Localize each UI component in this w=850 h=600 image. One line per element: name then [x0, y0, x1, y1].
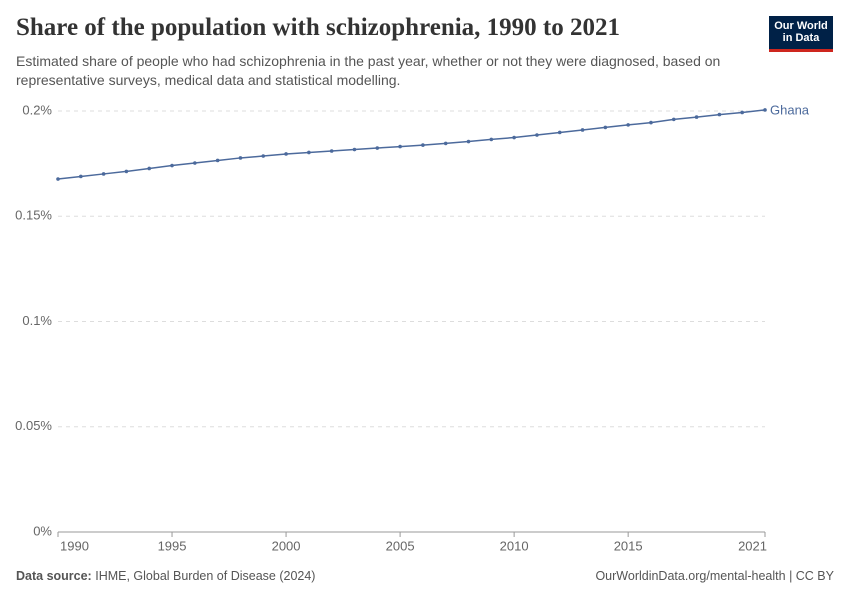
logo-line: Our World [774, 20, 828, 32]
y-tick-label: 0.1% [22, 313, 52, 328]
x-tick-label: 1990 [60, 538, 89, 553]
source-label: Data source: [16, 569, 92, 583]
point [56, 177, 60, 181]
point [352, 147, 357, 152]
point [79, 174, 83, 179]
source: Data source: IHME, Global Burden of Dise… [16, 569, 315, 583]
point [763, 108, 767, 112]
source-text: IHME, Global Burden of Disease (2024) [95, 569, 316, 583]
point [489, 137, 494, 142]
y-tick-label: 0.15% [15, 208, 52, 223]
logo-line: in Data [782, 32, 820, 44]
point [626, 123, 630, 127]
y-tick-label: 0.2% [22, 102, 52, 117]
point [580, 128, 585, 132]
point [512, 135, 516, 140]
point [238, 156, 243, 160]
chart: 0% 0.05% 0.1% 0.15% 0.2% 1990 1995 2000 2005 2010… [15, 102, 810, 553]
point [261, 154, 266, 158]
chart-title: Share of the population with schizophren… [16, 14, 621, 41]
y-tick-label: 0% [33, 523, 52, 538]
point [329, 149, 334, 153]
point [193, 161, 197, 165]
x-tick-label: 2000 [272, 538, 301, 553]
y-tick-label: 0.05% [15, 418, 52, 433]
point [215, 158, 220, 163]
point [671, 117, 676, 122]
logo[interactable]: Our World in Data [769, 16, 833, 52]
point [649, 120, 653, 125]
point [147, 166, 152, 171]
point [535, 133, 539, 137]
point [740, 110, 744, 115]
point [124, 169, 129, 174]
point [466, 139, 471, 144]
x-tick-label: 1995 [158, 538, 187, 553]
point [443, 141, 448, 146]
point [375, 146, 380, 150]
line [57, 109, 766, 180]
x-tick-label: 2005 [386, 538, 415, 553]
footer-link[interactable]: OurWorldinData.org/mental-health | CC BY [595, 569, 834, 583]
point [717, 112, 722, 117]
x-tick-label: 2010 [500, 538, 529, 553]
x-tick-label: 2015 [614, 538, 643, 553]
point [421, 143, 425, 147]
point [694, 115, 699, 119]
x-tick-label: 2021 [738, 538, 767, 553]
chart-subtitle: Estimated share of people who had schizo… [16, 53, 721, 88]
point [603, 125, 608, 130]
series-label: Ghana [770, 102, 810, 117]
point [284, 152, 288, 156]
point [398, 144, 402, 149]
point [307, 150, 311, 155]
point [557, 130, 562, 135]
point [170, 163, 174, 168]
point [101, 172, 106, 176]
